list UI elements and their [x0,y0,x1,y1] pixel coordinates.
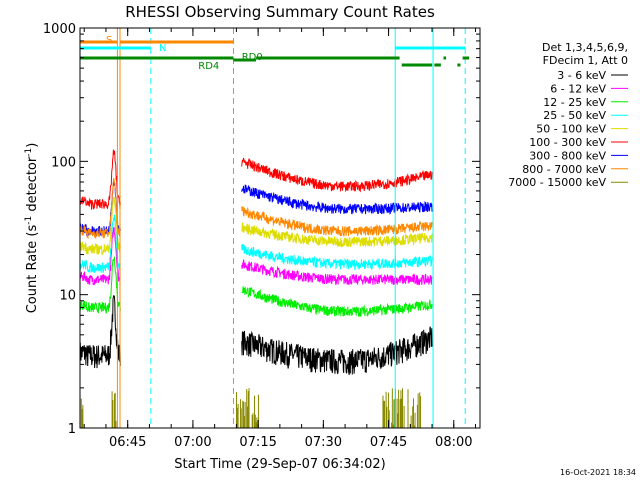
series-line [241,243,433,271]
date-stamp: 16-Oct-2021 18:34 [560,468,636,477]
series-line [80,196,121,256]
x-tick-label: 06:45 [109,435,146,450]
night-label: N [159,43,166,54]
series-line [241,326,433,376]
data-layer [80,149,433,428]
legend: Det 1,3,4,5,6,9,FDecim 1, Att 0 3 - 6 keV… [508,41,628,189]
legend-entry-label: 800 - 7000 keV [522,163,606,176]
legend-entry-label: 50 - 100 keV [536,123,606,136]
legend-entry-label: 3 - 6 keV [557,69,606,82]
x-tick-label: 08:00 [435,435,472,450]
series-line [80,256,121,315]
series-line [80,294,121,369]
legend-entry-label: 300 - 800 keV [529,149,606,162]
rd4-label: RD4 [198,61,219,72]
legend-header: FDecim 1, Att 0 [543,54,628,67]
y-tick-label: 10 [59,289,76,304]
x-tick-label: 07:45 [370,435,407,450]
axis-layer: 1 10 100 1000 06:45 07:00 07:15 07:30 07:45 08:00 [43,22,480,450]
y-tick-label: 1 [68,422,76,437]
series-line [80,226,121,286]
x-axis-label: Start Time (29-Sep-07 06:34:02) [174,457,385,472]
legend-entry-label: 100 - 300 keV [529,136,606,149]
series-line [80,177,121,240]
legend-entry-label: 12 - 25 keV [543,96,606,109]
legend-entry-label: 6 - 12 keV [550,82,606,95]
series-line [80,149,121,211]
legend-header: Det 1,3,4,5,6,9, [542,41,628,54]
legend-entry-label: 25 - 50 keV [543,109,606,122]
series-line [241,221,433,248]
plot-frame [79,27,481,429]
y-axis-label: Count Rate (s-1 detector-1) [24,143,40,314]
x-tick-label: 07:30 [305,435,342,450]
series-line [241,259,433,286]
rd0-label: RD0 [242,52,263,63]
series-line [241,286,433,318]
x-tick-label: 07:15 [239,435,276,450]
series-line [241,157,433,193]
series-line [80,214,121,274]
y-tick-label: 1000 [43,22,76,37]
x-tick-label: 07:00 [174,435,211,450]
series-line [241,206,433,237]
y-tick-label: 100 [51,155,76,170]
annotation-layer: S N RD0 RD4 [80,28,470,428]
legend-entry-label: 7000 - 15000 keV [508,176,606,189]
chart-title: RHESSI Observing Summary Count Rates [125,3,435,21]
saa-label: S [106,35,112,46]
series-line [241,184,433,215]
